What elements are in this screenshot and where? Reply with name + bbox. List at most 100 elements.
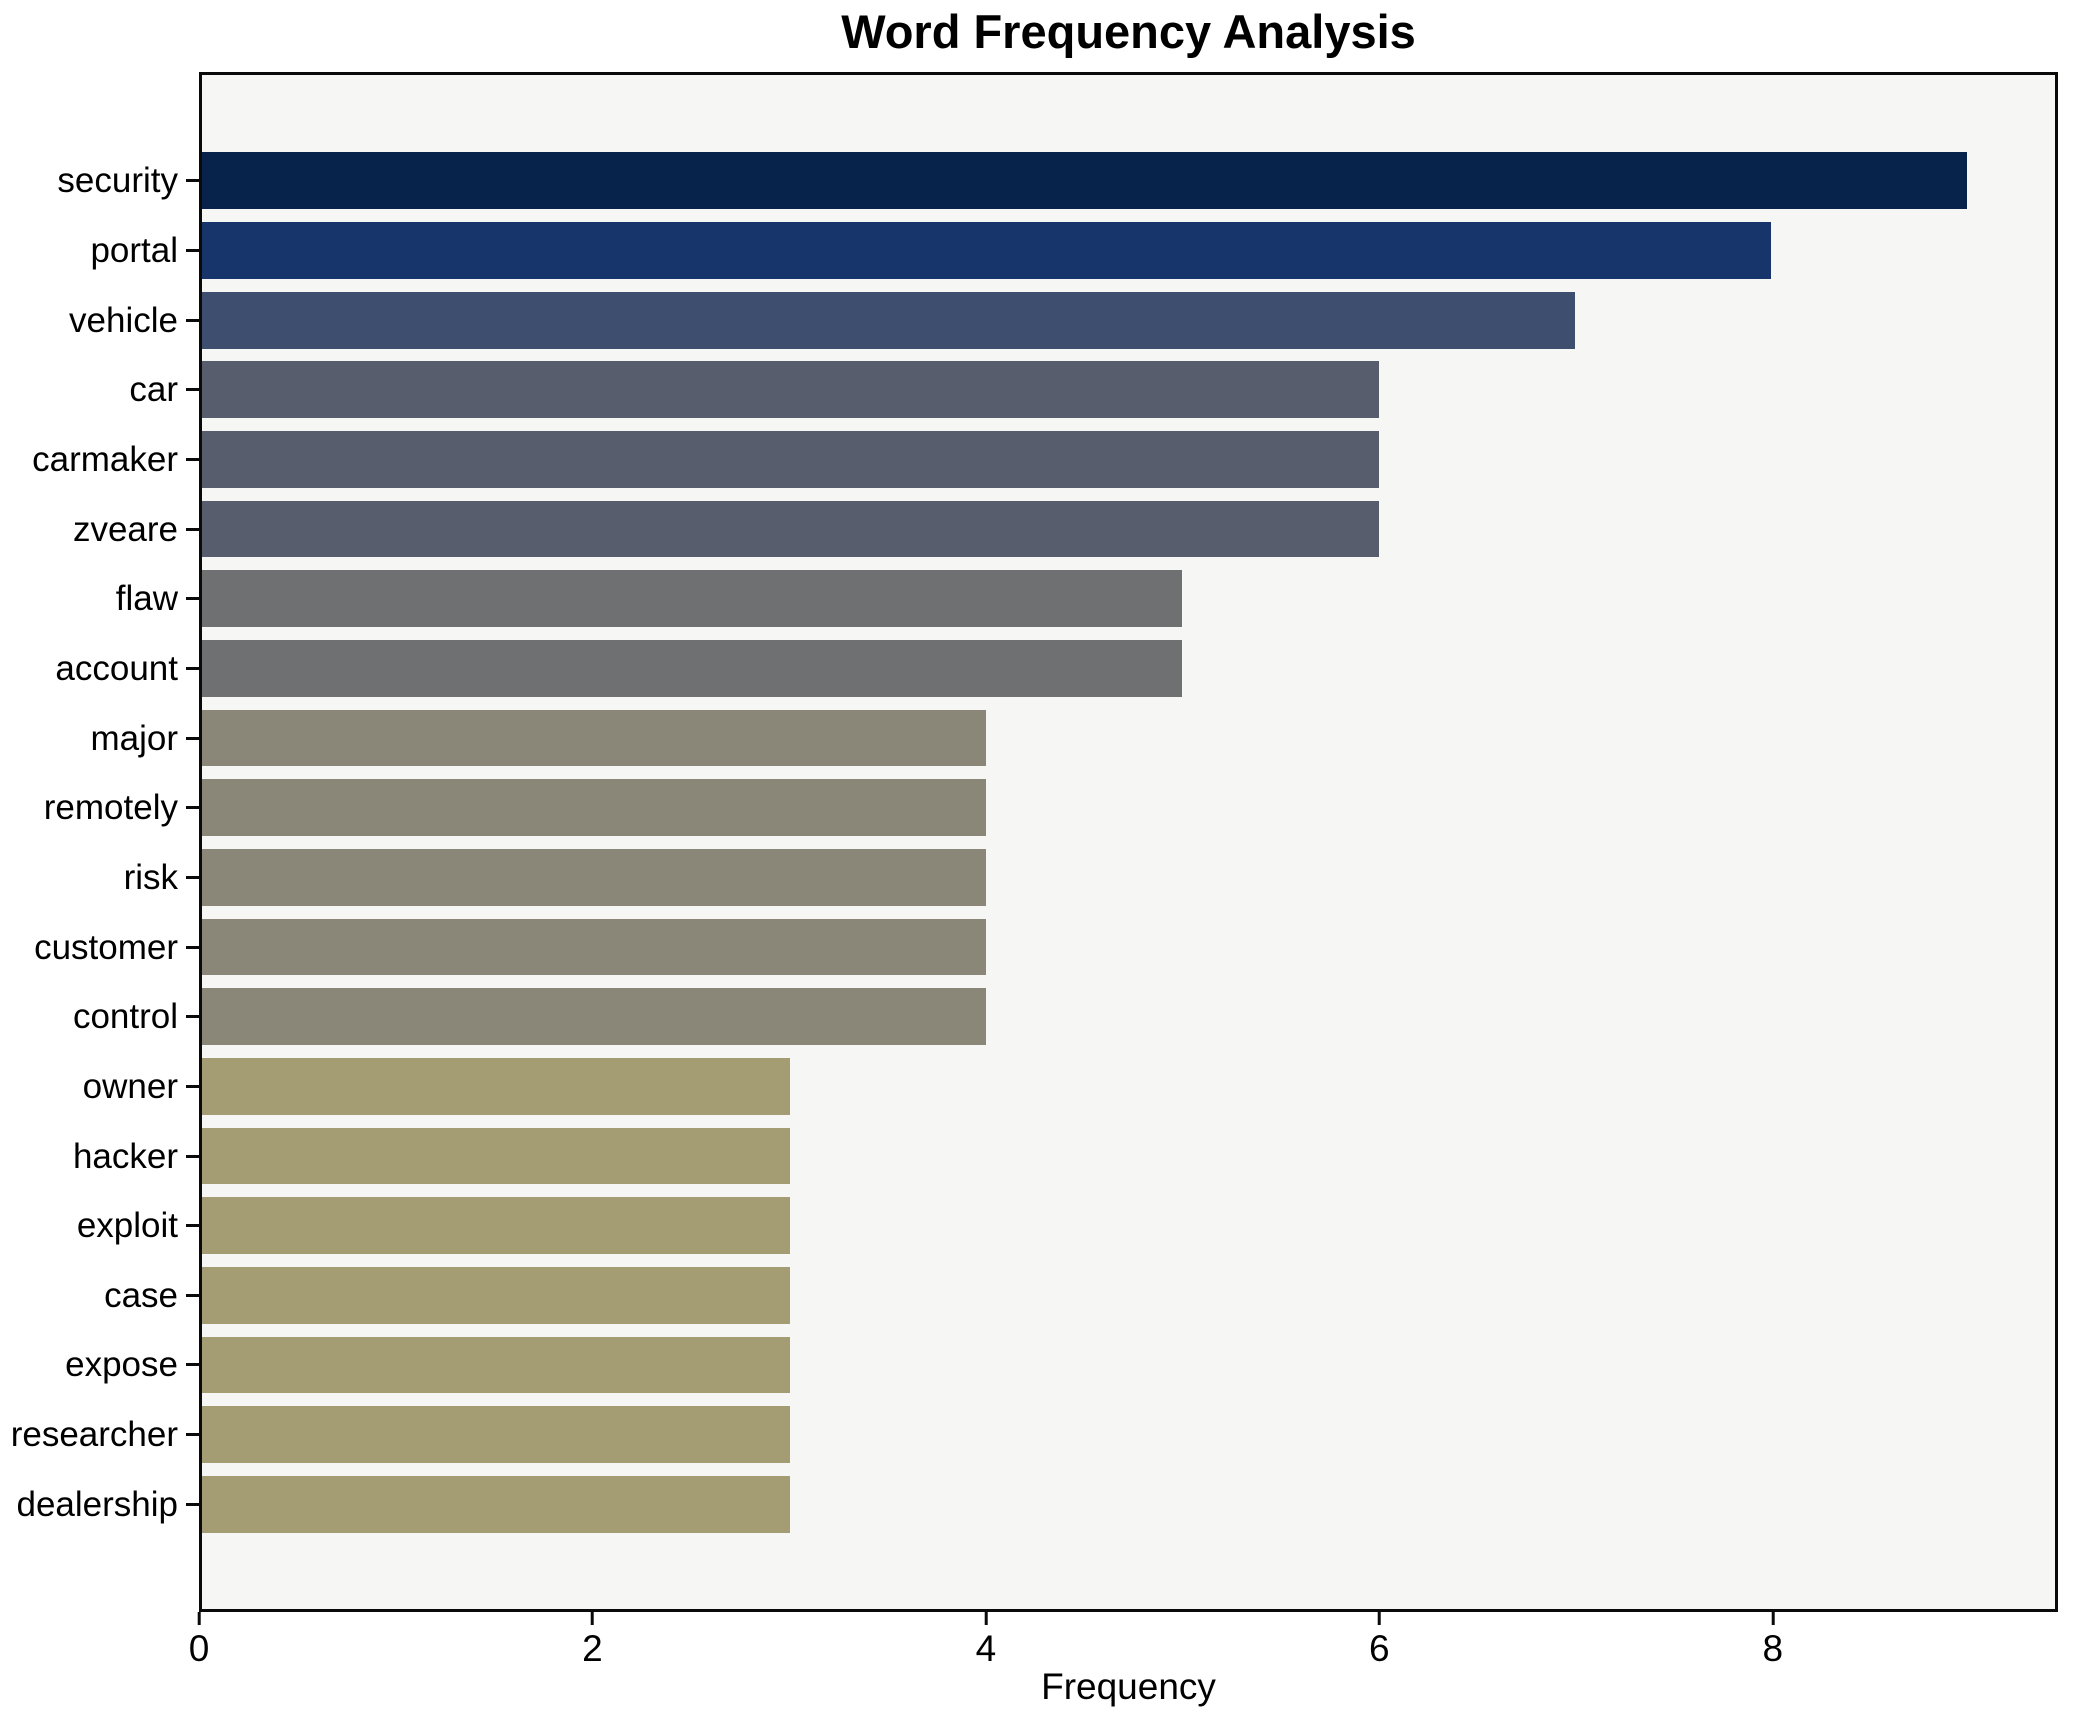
- x-tick-mark-2: [590, 1612, 594, 1625]
- bar-row-researcher: [202, 1400, 2055, 1470]
- bar-row-major: [202, 703, 2055, 773]
- bar-owner: [202, 1057, 791, 1115]
- y-label-row-expose: expose: [0, 1330, 199, 1400]
- bar-row-flaw: [202, 564, 2055, 634]
- y-tick-label-risk: risk: [123, 857, 178, 897]
- y-tick-label-portal: portal: [90, 230, 178, 270]
- x-tick-0: 0: [188, 1612, 210, 1670]
- bar-hacker: [202, 1127, 791, 1185]
- bar-row-vehicle: [202, 285, 2055, 355]
- y-tick-mark-hacker: [186, 1154, 199, 1158]
- y-tick-mark-major: [186, 736, 199, 740]
- y-label-row-hacker: hacker: [0, 1121, 199, 1191]
- y-tick-label-carmaker: carmaker: [32, 439, 178, 479]
- y-tick-label-researcher: researcher: [10, 1415, 178, 1455]
- bar-security: [202, 152, 1967, 210]
- y-tick-mark-account: [186, 666, 199, 670]
- bar-case: [202, 1266, 791, 1324]
- x-tick-label-4: 4: [975, 1628, 997, 1669]
- y-tick-mark-car: [186, 388, 199, 392]
- x-tick-label-2: 2: [582, 1628, 603, 1669]
- y-tick-label-control: control: [72, 997, 178, 1037]
- x-axis-label: Frequency: [1041, 1666, 1216, 1707]
- bar-major: [202, 709, 987, 767]
- y-tick-label-owner: owner: [82, 1066, 178, 1106]
- y-tick-mark-security: [186, 179, 199, 183]
- y-tick-label-hacker: hacker: [72, 1136, 178, 1176]
- y-label-row-zveare: zveare: [0, 494, 199, 564]
- y-tick-label-case: case: [104, 1275, 178, 1315]
- y-tick-mark-owner: [186, 1084, 199, 1088]
- x-tick-label-0: 0: [188, 1628, 210, 1669]
- bar-carmaker: [202, 431, 1379, 488]
- y-tick-label-expose: expose: [65, 1345, 178, 1385]
- bar-row-car: [202, 355, 2055, 425]
- y-tick-label-dealership: dealership: [16, 1484, 179, 1524]
- y-label-row-carmaker: carmaker: [0, 425, 199, 495]
- y-label-row-account: account: [0, 634, 199, 704]
- bar-exploit: [202, 1197, 791, 1255]
- y-label-row-case: case: [0, 1261, 199, 1331]
- bar-row-carmaker: [202, 425, 2055, 495]
- y-label-row-car: car: [0, 355, 199, 425]
- y-label-row-vehicle: vehicle: [0, 285, 199, 355]
- y-tick-label-remotely: remotely: [43, 788, 178, 828]
- y-label-row-dealership: dealership: [0, 1469, 199, 1539]
- x-tick-label-6: 6: [1369, 1628, 1390, 1669]
- y-label-row-security: security: [0, 146, 199, 216]
- bar-row-case: [202, 1261, 2055, 1331]
- bar-row-dealership: [202, 1469, 2055, 1539]
- bar-row-security: [202, 146, 2055, 216]
- y-label-row-flaw: flaw: [0, 564, 199, 634]
- y-label-row-risk: risk: [0, 843, 199, 913]
- bar-row-owner: [202, 1052, 2055, 1122]
- y-label-row-owner: owner: [0, 1052, 199, 1122]
- x-tick-6: 6: [1369, 1612, 1390, 1670]
- y-label-row-major: major: [0, 703, 199, 773]
- y-tick-mark-case: [186, 1293, 199, 1297]
- y-label-row-customer: customer: [0, 912, 199, 982]
- y-tick-mark-remotely: [186, 806, 199, 810]
- bar-row-remotely: [202, 773, 2055, 843]
- bar-remotely: [202, 779, 987, 837]
- y-tick-mark-control: [186, 1015, 199, 1019]
- y-tick-label-car: car: [129, 370, 178, 410]
- y-tick-label-security: security: [57, 161, 178, 201]
- y-label-row-exploit: exploit: [0, 1191, 199, 1261]
- y-tick-mark-vehicle: [186, 318, 199, 322]
- bar-customer: [202, 918, 987, 976]
- bar-row-hacker: [202, 1121, 2055, 1191]
- y-tick-mark-customer: [186, 945, 199, 949]
- x-tick-mark-0: [197, 1612, 201, 1625]
- bar-row-expose: [202, 1330, 2055, 1400]
- x-tick-4: 4: [975, 1612, 997, 1670]
- x-tick-8: 8: [1762, 1612, 1783, 1670]
- y-tick-label-account: account: [55, 648, 178, 688]
- bar-car: [202, 361, 1379, 419]
- bar-risk: [202, 849, 987, 906]
- bar-dealership: [202, 1475, 791, 1533]
- y-label-row-researcher: researcher: [0, 1400, 199, 1470]
- bar-zveare: [202, 500, 1379, 558]
- y-axis-labels: security portal vehicle car carmaker zveare fl…: [0, 146, 199, 1539]
- bar-row-account: [202, 634, 2055, 704]
- bar-row-control: [202, 982, 2055, 1052]
- x-tick-mark-8: [1771, 1612, 1775, 1625]
- y-tick-mark-zveare: [186, 527, 199, 531]
- y-tick-label-major: major: [90, 718, 178, 758]
- y-tick-label-customer: customer: [34, 927, 178, 967]
- x-tick-label-8: 8: [1762, 1628, 1784, 1669]
- x-tick-mark-6: [1377, 1612, 1381, 1625]
- bar-row-exploit: [202, 1191, 2055, 1261]
- y-tick-mark-risk: [186, 875, 199, 879]
- chart-title: Word Frequency Analysis: [841, 5, 1416, 58]
- bar-flaw: [202, 570, 1183, 628]
- bar-control: [202, 988, 987, 1046]
- bar-expose: [202, 1336, 791, 1394]
- y-tick-mark-exploit: [186, 1224, 199, 1228]
- y-label-row-control: control: [0, 982, 199, 1052]
- y-tick-mark-researcher: [186, 1433, 199, 1437]
- y-tick-mark-dealership: [186, 1502, 199, 1506]
- x-tick-mark-4: [984, 1612, 988, 1625]
